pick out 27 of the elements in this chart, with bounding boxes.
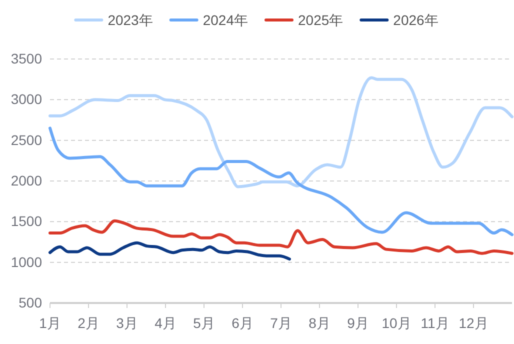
x-tick-label: 4月 [154, 314, 176, 331]
legend-label: 2026年 [393, 12, 438, 28]
x-tick-label: 10月 [382, 314, 412, 331]
x-tick-label: 8月 [308, 314, 330, 331]
x-tick-label: 12月 [458, 314, 488, 331]
y-tick-label: 1000 [10, 254, 42, 270]
legend-label: 2024年 [202, 12, 248, 28]
x-tick-label: 7月 [270, 314, 292, 331]
x-tick-label: 9月 [347, 314, 369, 331]
legend-label: 2025年 [298, 12, 344, 28]
line-series [48, 219, 514, 255]
y-tick-label: 1500 [10, 213, 42, 230]
x-tick-label: 3月 [116, 314, 138, 331]
legend-label: 2023年 [108, 12, 153, 28]
line-series [48, 241, 291, 261]
x-tick-label: 11月 [420, 314, 450, 331]
x-tick-label: 6月 [232, 314, 254, 331]
x-tick-label: 1月 [39, 314, 61, 331]
y-tick-label: 3000 [10, 91, 42, 108]
y-tick-label: 3500 [10, 50, 42, 66]
y-tick-label: 500 [18, 294, 42, 310]
y-tick-label: 2000 [10, 172, 42, 188]
x-tick-label: 5月 [193, 314, 215, 331]
line-series [48, 76, 514, 188]
line-series [48, 126, 514, 236]
x-tick-label: 2月 [78, 314, 100, 331]
y-tick-label: 2500 [10, 132, 42, 148]
